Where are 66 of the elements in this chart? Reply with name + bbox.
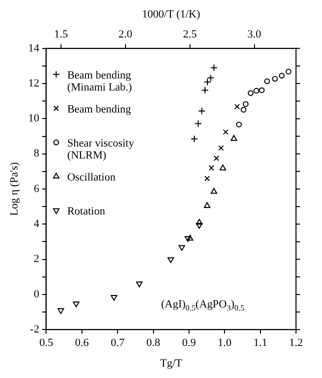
point bbox=[248, 90, 254, 96]
point bbox=[218, 145, 224, 151]
y-axis-title: Log η (Pa's) bbox=[8, 162, 20, 216]
point bbox=[186, 234, 194, 241]
legend-label: Shear viscosity (NLRM) bbox=[67, 137, 135, 162]
point bbox=[58, 308, 64, 314]
x2-tick-label: 1.5 bbox=[54, 28, 68, 41]
point bbox=[208, 165, 214, 171]
point bbox=[264, 78, 270, 84]
point bbox=[222, 129, 228, 135]
point bbox=[230, 135, 238, 141]
point bbox=[242, 101, 249, 108]
y-tick-label: 8 bbox=[34, 148, 40, 160]
point bbox=[110, 294, 118, 301]
y-tick-label: 4 bbox=[34, 218, 40, 230]
point bbox=[234, 104, 240, 110]
x-tick-label: 1.2 bbox=[289, 337, 303, 350]
point bbox=[167, 257, 174, 263]
point bbox=[220, 164, 226, 170]
x-tick-label: 0.6 bbox=[75, 337, 90, 350]
point bbox=[240, 106, 246, 113]
point bbox=[278, 72, 285, 79]
x2-tick-label: 2.0 bbox=[118, 28, 133, 41]
point bbox=[236, 122, 242, 128]
legend-label: Oscillation bbox=[67, 171, 116, 184]
point bbox=[210, 64, 218, 72]
point bbox=[204, 78, 212, 86]
point bbox=[272, 76, 278, 82]
point bbox=[258, 87, 265, 94]
point bbox=[194, 120, 202, 128]
point bbox=[196, 218, 203, 225]
y-tick-label: -2 bbox=[30, 323, 40, 336]
x-tick-label: 0.8 bbox=[146, 337, 161, 350]
x-tick-label: 0.9 bbox=[182, 337, 196, 350]
y-tick-label: 2 bbox=[34, 253, 40, 266]
point bbox=[136, 281, 143, 288]
y-tick-label: 14 bbox=[28, 42, 40, 54]
point bbox=[210, 188, 218, 194]
point bbox=[190, 135, 198, 143]
x-tick-label: 1.1 bbox=[253, 337, 268, 350]
point bbox=[72, 301, 80, 308]
point bbox=[253, 88, 260, 94]
y-tick-label: 12 bbox=[28, 77, 40, 90]
x2-tick-label: 3.0 bbox=[247, 28, 262, 41]
point bbox=[204, 176, 210, 182]
x2-axis-title: 1000/T (1/K) bbox=[142, 8, 201, 20]
point bbox=[286, 68, 292, 74]
point bbox=[178, 245, 186, 251]
x-axis-title: Tg/T bbox=[160, 357, 182, 370]
y-tick-label: 10 bbox=[28, 112, 40, 125]
x-tick-label: 1.0 bbox=[218, 337, 232, 350]
legend-label: Beam bending bbox=[67, 103, 132, 116]
x-tick-label: 0.5 bbox=[39, 337, 54, 350]
point bbox=[207, 74, 214, 82]
point bbox=[214, 155, 220, 162]
point bbox=[204, 202, 210, 208]
point bbox=[184, 236, 192, 242]
x2-tick-label: 2.5 bbox=[182, 28, 198, 41]
x-tick-label: 0.7 bbox=[110, 337, 125, 350]
point bbox=[198, 107, 206, 115]
legend-label: Beam bending (Minami Lab.) bbox=[67, 69, 132, 94]
point bbox=[196, 222, 203, 229]
legend-label: Rotation bbox=[67, 205, 106, 218]
y-tick-label: 6 bbox=[34, 182, 40, 195]
point bbox=[201, 86, 209, 94]
y-tick-label: 0 bbox=[34, 288, 40, 300]
